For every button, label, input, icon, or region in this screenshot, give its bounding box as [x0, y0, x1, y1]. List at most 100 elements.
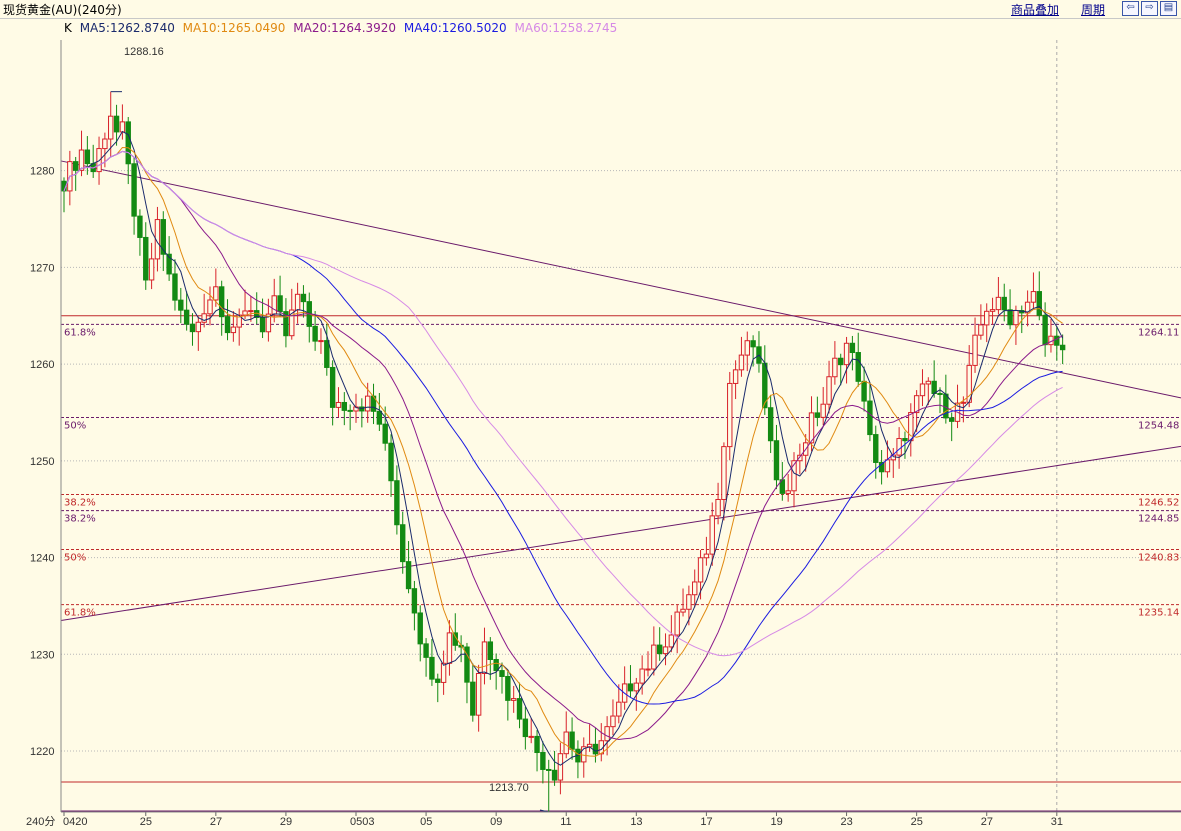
legend-ma5: MA5:1262.8740: [79, 21, 175, 35]
candle-body: [294, 293, 301, 311]
candle-body: [464, 646, 470, 683]
ma10-line: [63, 146, 1063, 757]
candle-body: [195, 321, 202, 333]
candle-body: [838, 357, 844, 366]
candle-body: [505, 675, 511, 701]
candle-body: [832, 357, 838, 378]
candle-body: [791, 460, 797, 492]
chart-header: 现货黄金(AU)(240分) 商品叠加 周期 ⇦ ⇨ ▤: [0, 0, 1181, 19]
candle-body: [867, 400, 873, 436]
candle-body: [452, 632, 458, 646]
candle-body: [435, 678, 441, 683]
candle-body: [849, 342, 856, 354]
candle-body: [394, 480, 400, 526]
x-axis-unit: 240分: [26, 815, 55, 828]
legend-ma10: MA10:1265.0490: [182, 21, 286, 35]
fib-right-label: 1264.11: [1138, 327, 1179, 338]
candle-body: [183, 309, 190, 325]
candle-body: [510, 698, 517, 701]
candle-body: [166, 253, 172, 275]
candle-body: [499, 670, 505, 677]
candle-body: [785, 490, 791, 494]
candle-body: [143, 236, 149, 281]
candle-body: [300, 293, 307, 303]
y-tick-label: 1280: [30, 166, 54, 178]
candle-body: [1001, 296, 1007, 311]
candle-body: [972, 334, 978, 366]
candle-body: [470, 681, 476, 716]
candle-body: [125, 121, 131, 165]
candle-body: [72, 161, 79, 171]
moving-averages: [63, 130, 1064, 766]
fib-right-label: 1235.14: [1138, 608, 1179, 619]
candle-body: [207, 299, 213, 315]
y-tick-label: 1220: [30, 746, 54, 758]
candle-body: [727, 382, 733, 448]
candle-body: [913, 395, 920, 414]
candle-body: [616, 701, 622, 717]
candle-body: [937, 393, 943, 396]
candle-body: [680, 608, 686, 613]
x-tick-label: 0420: [63, 816, 87, 828]
x-tick-label: 29: [280, 816, 292, 828]
candle-body: [662, 646, 669, 655]
candle-body: [627, 683, 634, 692]
candle-body: [919, 383, 926, 397]
price-levels: [61, 315, 1181, 812]
candle-body: [692, 581, 698, 596]
trend-lines: [60, 160, 1181, 621]
candle-body: [808, 412, 815, 444]
legend-ma40: MA40:1260.5020: [403, 21, 507, 35]
x-tick-label: 0503: [350, 816, 374, 828]
candle-body: [131, 163, 137, 217]
candle-body: [931, 380, 937, 395]
fib-left-label: 38.2%: [64, 514, 96, 525]
x-tick-label: 27: [210, 816, 222, 828]
candle-body: [271, 295, 277, 315]
overlay-menu-link[interactable]: 商品叠加: [1011, 3, 1060, 17]
candle-body: [843, 342, 850, 366]
nav-buttons: ⇦ ⇨ ▤: [1122, 1, 1177, 16]
fib-right-label: 1244.85: [1138, 514, 1179, 525]
candle-body: [925, 380, 932, 385]
candle-body: [820, 403, 826, 418]
arrow-left-icon[interactable]: ⇦: [1122, 1, 1139, 16]
candle-body: [732, 369, 739, 384]
candle-body: [1054, 335, 1060, 346]
period-menu-link[interactable]: 周期: [1081, 3, 1106, 17]
y-tick-label: 1230: [30, 649, 54, 661]
candle-body: [989, 309, 996, 312]
candle-body: [224, 316, 231, 334]
grid-icon[interactable]: ▤: [1160, 1, 1177, 16]
candle-body: [633, 682, 640, 692]
candle-body: [213, 286, 219, 301]
candle-body: [347, 409, 353, 412]
candle-body: [709, 515, 715, 555]
candle-body: [248, 310, 254, 313]
x-tick-label: 23: [841, 816, 853, 828]
candle-body: [283, 311, 289, 337]
candle-body: [738, 354, 745, 371]
candle-body: [948, 417, 955, 422]
candle-body: [242, 310, 248, 316]
candle-body: [551, 769, 558, 781]
candle-body: [902, 438, 908, 442]
candle-body: [417, 612, 423, 645]
candles: [61, 91, 1066, 812]
ma5-line: [63, 130, 1064, 766]
candle-body: [230, 326, 237, 334]
arrow-right-icon[interactable]: ⇨: [1141, 1, 1158, 16]
legend-k: K: [64, 21, 72, 35]
candle-body: [1024, 301, 1031, 314]
y-tick-label: 1270: [30, 262, 54, 274]
y-tick-label: 1260: [30, 359, 54, 371]
candle-body: [604, 726, 610, 742]
candle-body: [569, 731, 575, 750]
candle-body: [697, 557, 704, 583]
candle-body: [411, 588, 418, 614]
candle-body: [797, 454, 803, 462]
candle-body: [645, 668, 651, 671]
x-tick-label: 25: [140, 816, 152, 828]
instrument-title: 现货黄金(AU)(240分): [3, 3, 122, 17]
